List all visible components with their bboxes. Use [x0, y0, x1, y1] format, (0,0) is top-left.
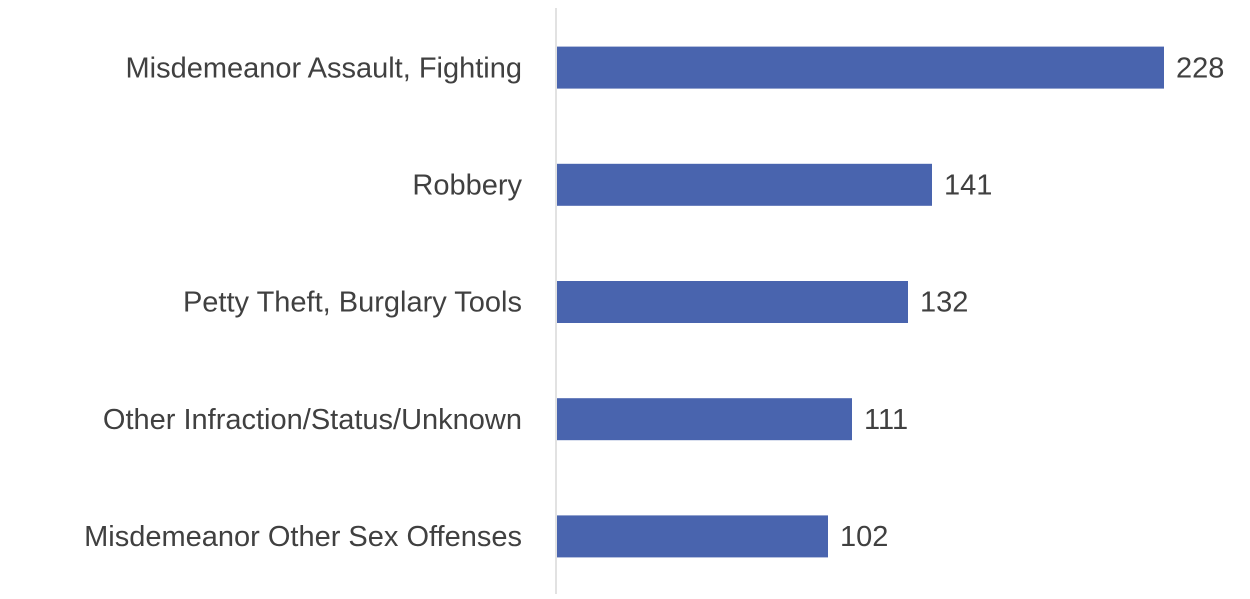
- bar: [557, 46, 1164, 89]
- value-label: 102: [840, 521, 888, 553]
- category-label: Misdemeanor Assault, Fighting: [125, 52, 522, 84]
- value-label: 111: [864, 404, 908, 436]
- bar: [557, 163, 932, 206]
- value-label: 141: [944, 169, 992, 201]
- category-label: Robbery: [412, 169, 522, 201]
- value-label: 132: [920, 287, 968, 319]
- bar: [557, 398, 852, 441]
- bar: [557, 515, 828, 558]
- category-label: Petty Theft, Burglary Tools: [183, 287, 522, 319]
- value-label: 228: [1176, 52, 1224, 84]
- bar: [557, 281, 908, 323]
- category-label: Other Infraction/Status/Unknown: [103, 404, 522, 436]
- category-label: Misdemeanor Other Sex Offenses: [84, 521, 522, 553]
